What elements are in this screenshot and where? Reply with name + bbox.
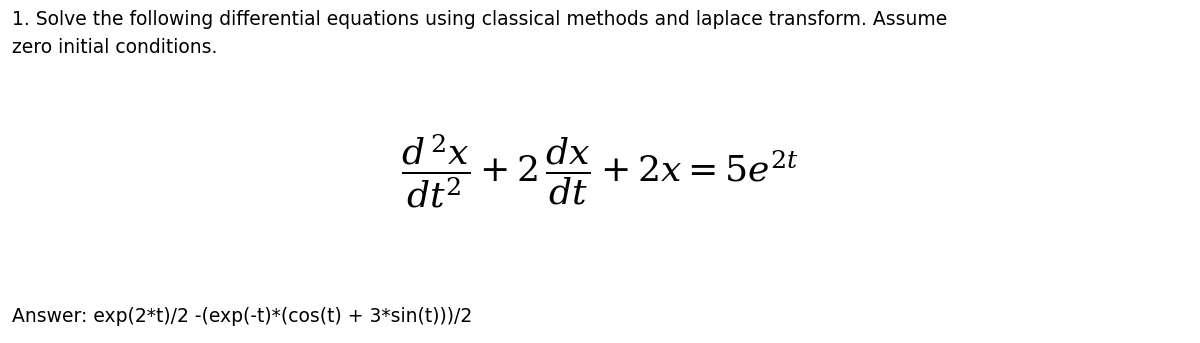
Text: Answer: exp(2*t)/2 -(exp(-t)*(cos(t) + 3*sin(t)))/2: Answer: exp(2*t)/2 -(exp(-t)*(cos(t) + 3… [12, 307, 473, 326]
Text: 1. Solve the following differential equations using classical methods and laplac: 1. Solve the following differential equa… [12, 10, 947, 57]
Text: $\dfrac{d^{\,2}x}{dt^2} + 2\,\dfrac{dx}{dt} + 2x = 5e^{2t}$: $\dfrac{d^{\,2}x}{dt^2} + 2\,\dfrac{dx}{… [401, 132, 799, 211]
